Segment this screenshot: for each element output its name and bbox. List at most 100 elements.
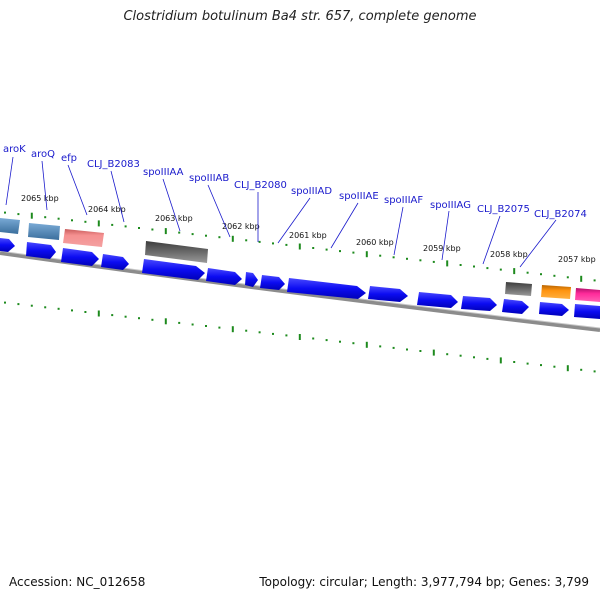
minor-tick: [124, 225, 127, 228]
minor-tick: [17, 303, 20, 306]
minor-tick: [205, 234, 207, 237]
major-tick: [97, 310, 100, 317]
cds-arrow: [61, 248, 99, 266]
minor-tick: [526, 362, 529, 365]
minor-tick: [44, 306, 47, 309]
gene-leader-line: [393, 206, 404, 256]
minor-tick: [379, 345, 382, 348]
major-tick: [446, 260, 449, 267]
gene-label-CLJ_B2083[interactable]: CLJ_B2083: [87, 159, 140, 170]
minor-tick: [272, 332, 274, 335]
minor-tick: [446, 353, 449, 356]
gene-leader-line: [441, 210, 450, 261]
minor-tick: [406, 348, 408, 351]
cds-track: [0, 238, 600, 319]
minor-tick: [178, 231, 181, 234]
scale-label: 2058 kbp: [490, 250, 528, 259]
minor-tick: [71, 309, 73, 312]
minor-tick: [459, 354, 462, 357]
minor-tick: [151, 228, 154, 231]
cds-arrow: [368, 286, 408, 302]
scale-label: 2061 kbp: [289, 231, 327, 240]
feature-box-efp: [63, 229, 104, 247]
minor-tick: [138, 227, 140, 229]
cds-arrow: [101, 254, 129, 270]
major-tick: [580, 275, 583, 282]
minor-tick: [379, 254, 382, 257]
major-tick: [566, 365, 569, 372]
gene-label-efp[interactable]: efp: [61, 153, 77, 164]
major-tick: [499, 357, 502, 364]
minor-tick: [339, 250, 341, 253]
major-tick: [97, 220, 100, 227]
scale-label: 2065 kbp: [21, 194, 59, 203]
gene-label-CLJ_B2074[interactable]: CLJ_B2074: [534, 209, 587, 220]
gene-label-spoIIIAB[interactable]: spoIIIAB: [189, 173, 229, 184]
minor-tick: [312, 337, 315, 340]
minor-tick: [325, 339, 328, 342]
gene-label-spoIIIAD[interactable]: spoIIIAD: [291, 186, 332, 197]
minor-tick: [84, 220, 87, 223]
gene-label-CLJ_B2075[interactable]: CLJ_B2075: [477, 204, 530, 215]
gene-label-aroQ[interactable]: aroQ: [31, 149, 55, 160]
gene-label-spoIIIAE[interactable]: spoIIIAE: [339, 191, 379, 202]
gene-leader-line: [110, 170, 125, 223]
minor-tick: [285, 243, 288, 246]
major-tick: [30, 212, 33, 219]
gene-leader-line: [482, 215, 501, 265]
minor-tick: [245, 239, 248, 242]
minor-tick: [486, 267, 489, 270]
major-tick: [164, 318, 167, 325]
minor-tick: [339, 340, 341, 343]
minor-tick: [553, 365, 556, 368]
minor-tick: [419, 350, 422, 352]
feature-box-orange: [541, 285, 571, 299]
minor-tick: [57, 307, 60, 310]
major-tick: [365, 341, 368, 348]
minor-tick: [44, 216, 47, 219]
minor-tick: [245, 329, 248, 332]
minor-tick: [30, 304, 33, 307]
minor-tick: [580, 368, 583, 371]
cds-arrow: [0, 238, 15, 252]
gene-label-CLJ_B2080[interactable]: CLJ_B2080: [234, 180, 287, 191]
minor-tick: [285, 334, 288, 337]
major-tick: [432, 349, 435, 356]
minor-tick: [71, 219, 73, 222]
minor-tick: [593, 279, 596, 282]
minor-tick: [218, 326, 221, 329]
minor-tick: [566, 276, 569, 279]
gene-label-aroK[interactable]: aroK: [3, 144, 26, 155]
minor-tick: [272, 242, 274, 245]
scale-label: 2060 kbp: [356, 238, 394, 247]
gene-leader-line: [41, 160, 48, 211]
gene-leader-line: [519, 219, 557, 268]
cds-arrow: [260, 275, 285, 290]
gene-label-spoIIIAF[interactable]: spoIIIAF: [384, 195, 423, 206]
scale-label: 2057 kbp: [558, 255, 596, 264]
cds-arrow: [206, 268, 242, 285]
minor-tick: [17, 213, 20, 216]
feature-box-CLJ_B2075: [505, 282, 532, 296]
minor-tick: [352, 251, 355, 254]
scale-label: 2062 kbp: [222, 222, 260, 231]
minor-tick: [191, 233, 194, 236]
minor-tick: [486, 357, 489, 360]
gene-leader-line: [207, 184, 231, 238]
cds-arrow: [539, 302, 569, 316]
gene-leader-line: [5, 156, 14, 206]
major-tick: [231, 235, 234, 242]
minor-tick: [191, 323, 194, 326]
minor-tick: [540, 364, 542, 367]
gene-label-spoIIIAG[interactable]: spoIIIAG: [430, 200, 471, 211]
cds-arrow: [502, 299, 529, 314]
major-tick: [365, 251, 368, 258]
minor-tick: [4, 211, 6, 214]
minor-tick: [218, 236, 221, 239]
minor-tick: [258, 240, 261, 243]
minor-tick: [138, 317, 140, 320]
cds-arrow: [26, 242, 56, 259]
map-title: Clostridium botulinum Ba4 str. 657, comp…: [123, 9, 477, 24]
gene-label-spoIIIAA[interactable]: spoIIIAA: [143, 167, 184, 178]
